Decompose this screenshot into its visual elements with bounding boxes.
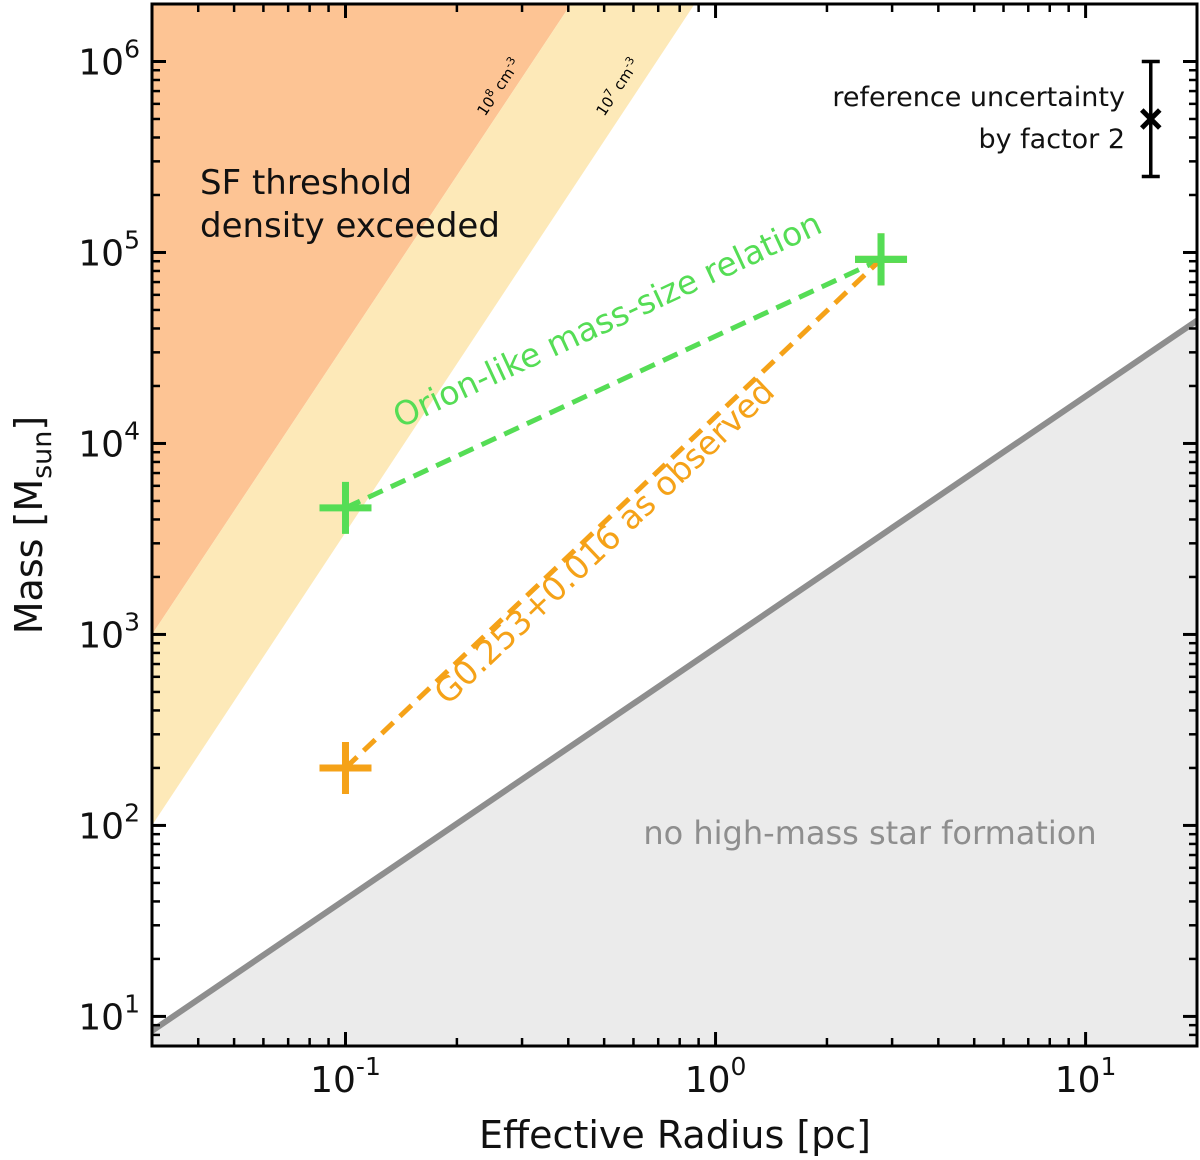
x-tick-label: 100 [685, 1052, 747, 1101]
y-tick-label: 104 [78, 416, 140, 465]
y-tick-label: 105 [78, 225, 140, 274]
x-tick-labels: 10-1 100 101 [310, 1052, 1116, 1101]
no-high-mass-label: no high-mass star formation [643, 814, 1096, 852]
reference-label-line1: reference uncertainty [832, 82, 1125, 113]
y-tick-labels: 101 102 103 104 105 106 [78, 34, 140, 1038]
marker-g0253-0 [319, 741, 372, 794]
region-no-high-mass-sf [152, 320, 1197, 1046]
sf-threshold-label-line1: SF threshold [200, 163, 412, 203]
plot-frame [150, 2, 1199, 1048]
sf-threshold-label-line2: density exceeded [200, 206, 500, 246]
reference-label-line2: by factor 2 [978, 124, 1125, 155]
x-tick-label: 10-1 [310, 1052, 381, 1101]
x-tick-label: 101 [1055, 1052, 1117, 1101]
region-above-1e7-density [152, 4, 695, 826]
reference-uncertainty-errorbar [1139, 59, 1162, 179]
g0253-observed-line [343, 257, 883, 770]
y-tick-label: 102 [78, 798, 140, 847]
y-tick-label: 101 [78, 989, 140, 1038]
y-tick-label: 103 [78, 607, 140, 656]
marker-orion-0 [319, 481, 372, 534]
y-tick-label: 106 [78, 34, 140, 83]
x-axis-label: Effective Radius [pc] [479, 1113, 871, 1157]
y-axis-label: Mass [Msun] [7, 416, 58, 634]
axis-ticks [150, 2, 1199, 1048]
marker-shared-top [855, 233, 908, 286]
high-mass-threshold-line [152, 318, 1197, 1034]
